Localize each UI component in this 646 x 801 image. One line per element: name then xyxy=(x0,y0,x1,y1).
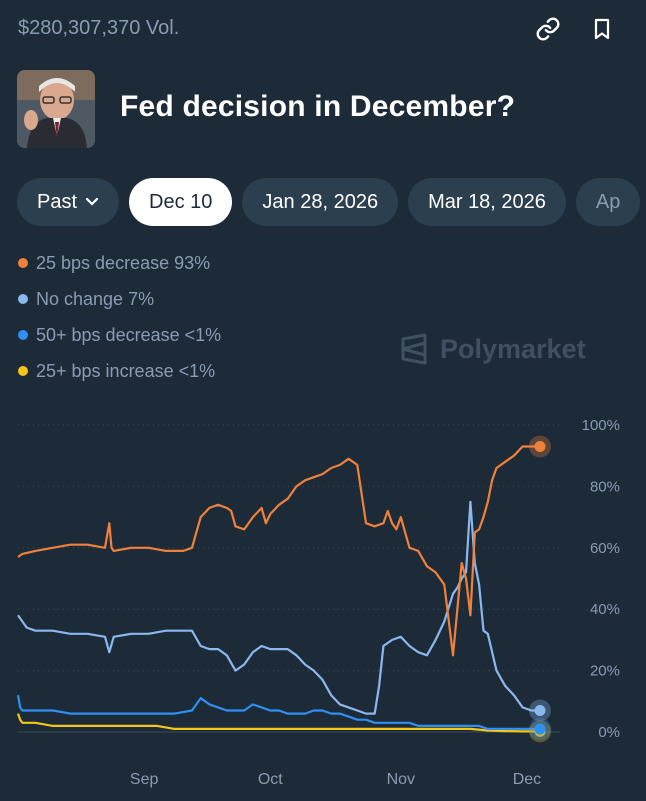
x-tick-label: Dec xyxy=(513,771,541,788)
legend-label: 25+ bps increase <1% xyxy=(36,360,216,381)
x-tick-label: Sep xyxy=(130,771,159,788)
chevron-down-icon xyxy=(85,197,99,207)
market-title: Fed decision in December? xyxy=(120,90,516,123)
tab-jan-28-label: Jan 28, 2026 xyxy=(262,190,379,213)
tab-jan-28-2026[interactable]: Jan 28, 2026 xyxy=(242,178,399,226)
tab-apr-label: Ap xyxy=(595,190,621,213)
legend-dot-icon xyxy=(18,258,28,268)
watermark-text: Polymarket xyxy=(440,333,586,364)
series-line-25-bps-increase[interactable] xyxy=(16,713,540,733)
series-end-point[interactable] xyxy=(534,440,546,452)
chart-legend: 25 bps decrease 93% No change 7% 50+ bps… xyxy=(18,245,221,389)
legend-label: No change 7% xyxy=(36,288,155,309)
link-icon[interactable] xyxy=(533,14,563,44)
legend-dot-icon xyxy=(18,294,28,304)
series-line-no-change[interactable] xyxy=(17,500,540,715)
y-tick-label: 20% xyxy=(590,663,620,680)
y-tick-label: 80% xyxy=(590,478,620,495)
price-chart[interactable]: 0% 20% 40% 60% 80% 100% Sep Oct Nov Dec xyxy=(0,400,646,801)
y-tick-label: 40% xyxy=(590,601,620,618)
series-line-50-bps-decrease[interactable] xyxy=(16,695,540,730)
polymarket-watermark: Polymarket xyxy=(400,333,586,365)
tab-apr[interactable]: Ap xyxy=(575,178,641,226)
series-line-25-bps-decrease[interactable] xyxy=(17,445,540,657)
tab-dec-10-label: Dec 10 xyxy=(149,190,213,213)
chart-svg[interactable]: 0% 20% 40% 60% 80% 100% Sep Oct Nov Dec xyxy=(0,400,646,801)
legend-label: 50+ bps decrease <1% xyxy=(36,324,222,345)
legend-label: 25 bps decrease 93% xyxy=(36,252,211,273)
date-tabs: Past Dec 10 Jan 28, 2026 Mar 18, 2026 Ap xyxy=(17,178,646,226)
legend-dot-icon xyxy=(18,330,28,340)
series-end-point[interactable] xyxy=(534,705,546,717)
y-tick-label: 60% xyxy=(590,540,620,557)
market-avatar xyxy=(17,70,95,148)
x-tick-label: Nov xyxy=(387,771,415,788)
tab-dec-10[interactable]: Dec 10 xyxy=(129,178,233,226)
tab-past[interactable]: Past xyxy=(17,178,120,226)
tab-past-label: Past xyxy=(37,190,78,213)
legend-dot-icon xyxy=(18,366,28,376)
bookmark-icon[interactable] xyxy=(587,14,617,44)
y-tick-label: 0% xyxy=(598,724,620,741)
legend-item-25bps-increase[interactable]: 25+ bps increase <1% xyxy=(18,353,221,389)
x-tick-label: Oct xyxy=(258,771,283,788)
series-end-point[interactable] xyxy=(534,723,546,735)
volume-label: $280,307,370 Vol. xyxy=(18,17,180,39)
legend-item-25bps-decrease[interactable]: 25 bps decrease 93% xyxy=(18,245,221,281)
tab-mar-18-2026[interactable]: Mar 18, 2026 xyxy=(408,178,566,226)
legend-item-50bps-decrease[interactable]: 50+ bps decrease <1% xyxy=(18,317,221,353)
polymarket-logo-icon xyxy=(401,333,427,365)
tab-mar-18-label: Mar 18, 2026 xyxy=(428,190,546,213)
avatar-image xyxy=(17,70,95,148)
legend-item-no-change[interactable]: No change 7% xyxy=(18,281,221,317)
y-tick-label: 100% xyxy=(582,417,620,434)
